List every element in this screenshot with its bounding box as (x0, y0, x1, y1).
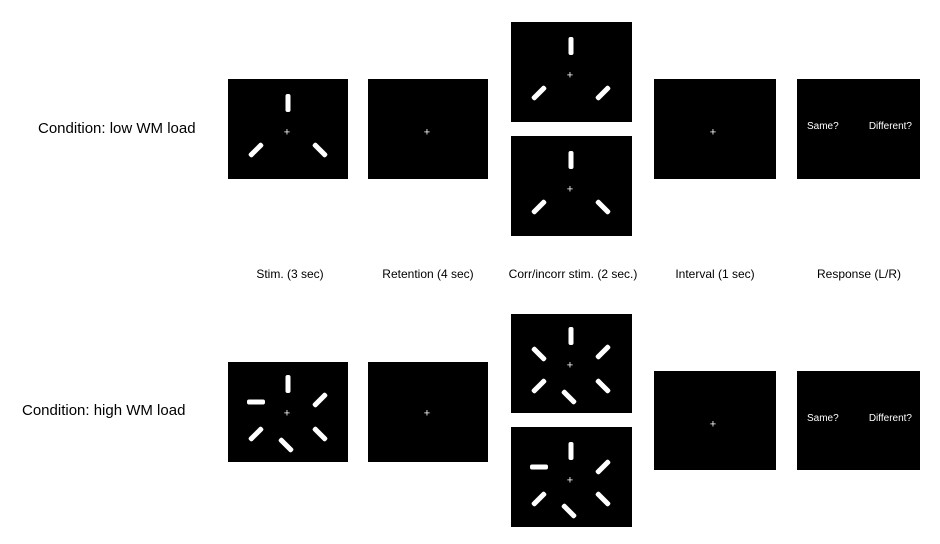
phase-label-test: Corr/incorr stim. (2 sec.) (508, 267, 638, 281)
condition-label-low: Condition: low WM load (38, 120, 196, 137)
bar (530, 198, 548, 216)
phase-label-response: Response (L/R) (816, 267, 902, 281)
fixation-cross: + (283, 407, 291, 420)
high-response-panel: Same? Different? (797, 371, 920, 470)
phase-label-interval: Interval (1 sec) (675, 267, 755, 281)
bar (560, 502, 578, 520)
response-same: Same? (807, 121, 839, 132)
bar (311, 391, 329, 409)
bar (568, 151, 574, 169)
fixation-cross: + (566, 183, 574, 196)
low-interval-panel: + (654, 79, 776, 179)
response-different: Different? (868, 121, 912, 132)
low-test-panel-top: + (511, 22, 632, 122)
high-test-panel-bottom: + (511, 427, 632, 527)
high-retention-panel: + (368, 362, 488, 462)
fixation-cross: + (423, 407, 431, 420)
bar (594, 377, 612, 395)
bar (530, 345, 548, 363)
high-stim-panel: + (228, 362, 348, 462)
high-test-panel-top: + (511, 314, 632, 413)
bar (247, 399, 265, 405)
low-test-panel-bottom: + (511, 136, 632, 236)
fixation-cross: + (283, 126, 291, 139)
low-retention-panel: + (368, 79, 488, 179)
bar (560, 388, 578, 406)
bar (277, 436, 295, 454)
low-response-panel: Same? Different? (797, 79, 920, 179)
condition-label-high: Condition: high WM load (22, 402, 186, 419)
phase-label-retention: Retention (4 sec) (382, 267, 474, 281)
bar (594, 458, 612, 476)
bar (285, 94, 291, 112)
fixation-cross: + (566, 359, 574, 372)
fixation-cross: + (566, 474, 574, 487)
bar (247, 141, 265, 159)
bar (594, 343, 612, 361)
bar (594, 84, 612, 102)
bar (311, 425, 329, 443)
bar (594, 490, 612, 508)
response-different: Different? (868, 413, 912, 424)
phase-label-stim: Stim. (3 sec) (256, 267, 324, 281)
bar (568, 327, 574, 345)
bar (530, 490, 548, 508)
bar (530, 464, 548, 470)
bar (530, 377, 548, 395)
fixation-cross: + (566, 69, 574, 82)
bar (594, 198, 612, 216)
fixation-cross: + (709, 418, 717, 431)
high-interval-panel: + (654, 371, 776, 470)
bar (568, 442, 574, 460)
bar (285, 375, 291, 393)
bar (311, 141, 329, 159)
fixation-cross: + (709, 126, 717, 139)
bar (530, 84, 548, 102)
bar (247, 425, 265, 443)
fixation-cross: + (423, 126, 431, 139)
bar (568, 37, 574, 55)
low-stim-panel: + (228, 79, 348, 179)
response-same: Same? (807, 413, 839, 424)
